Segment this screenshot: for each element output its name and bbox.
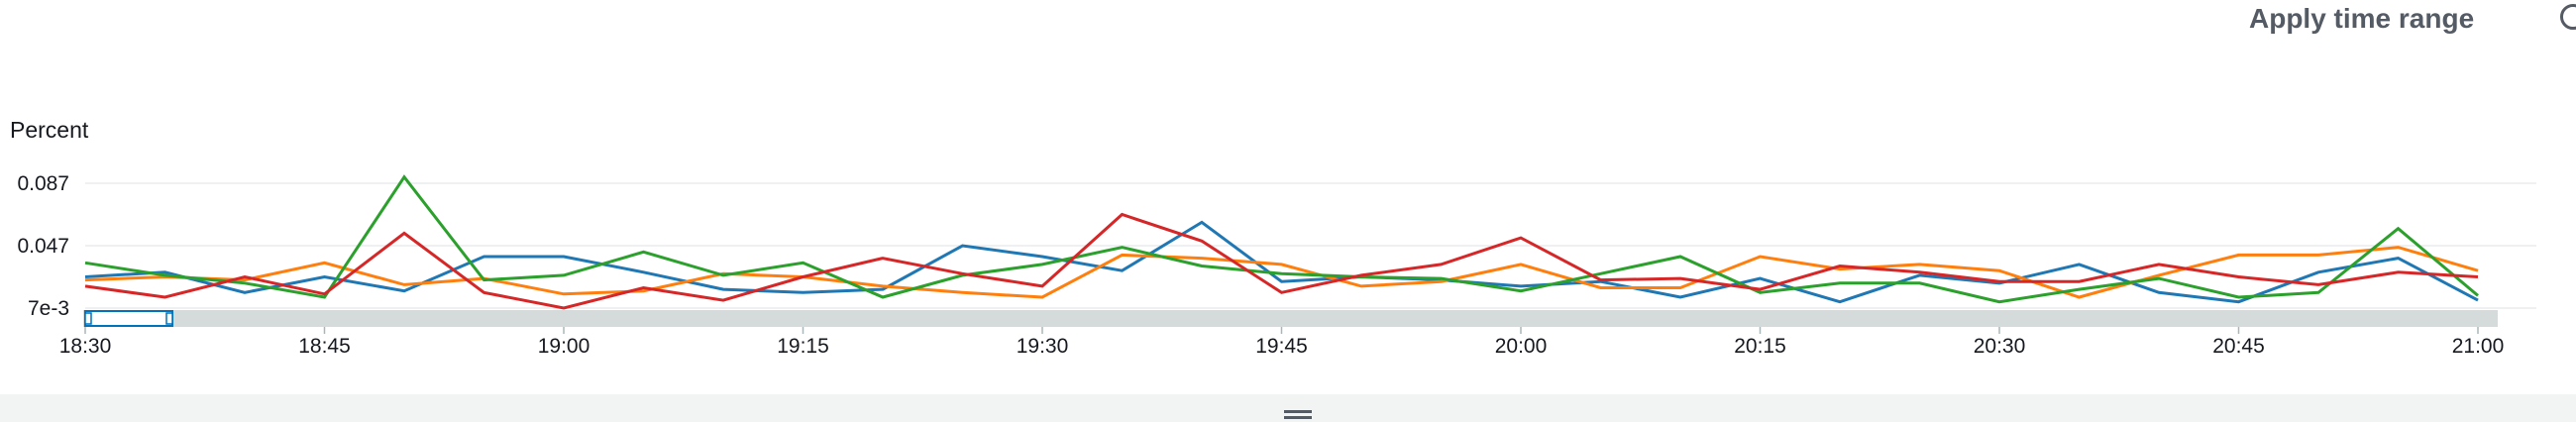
scrubber-right-handle[interactable] bbox=[165, 312, 173, 325]
series-line-blue[interactable] bbox=[84, 220, 2479, 304]
x-tick-label: 20:45 bbox=[2212, 335, 2265, 358]
x-tick-label: 19:00 bbox=[538, 335, 590, 358]
x-tick-label: 20:30 bbox=[1974, 335, 2026, 358]
line-chart: Percent 0.087 0.047 7e-3 18:30 18:45 19:00 19… bbox=[10, 117, 2536, 358]
y-tick-label: 0.087 bbox=[17, 172, 69, 195]
y-tick-label: 7e-3 bbox=[28, 297, 69, 320]
series-line-red[interactable] bbox=[84, 212, 2479, 310]
time-scrubber[interactable] bbox=[84, 310, 173, 327]
y-tick-label: 0.047 bbox=[17, 235, 69, 258]
x-tick-label: 20:15 bbox=[1734, 335, 1786, 358]
y-axis-label: Percent bbox=[10, 117, 89, 143]
zoom-icon[interactable] bbox=[2560, 4, 2576, 30]
x-tick-label: 21:00 bbox=[2452, 335, 2505, 358]
resize-handle-icon[interactable] bbox=[1284, 410, 1312, 424]
x-tick-label: 19:30 bbox=[1017, 335, 1069, 358]
apply-time-range-button[interactable]: Apply time range bbox=[2239, 0, 2484, 38]
scrubber-left-handle[interactable] bbox=[84, 312, 92, 325]
grid-lines bbox=[85, 182, 2536, 309]
series-lines bbox=[84, 174, 2479, 310]
x-tick-label: 18:30 bbox=[59, 335, 112, 358]
series-line-green[interactable] bbox=[84, 174, 2479, 304]
x-axis-ticks: 18:30 18:45 19:00 19:15 19:30 19:45 20:00 20:15… bbox=[59, 327, 2505, 358]
x-tick-label: 19:45 bbox=[1255, 335, 1308, 358]
x-tick-label: 18:45 bbox=[298, 335, 351, 358]
y-axis-ticks: 0.087 0.047 7e-3 bbox=[17, 172, 69, 320]
x-tick-label: 19:15 bbox=[777, 335, 829, 358]
x-tick-label: 20:00 bbox=[1495, 335, 1548, 358]
x-axis-band bbox=[83, 310, 2498, 327]
